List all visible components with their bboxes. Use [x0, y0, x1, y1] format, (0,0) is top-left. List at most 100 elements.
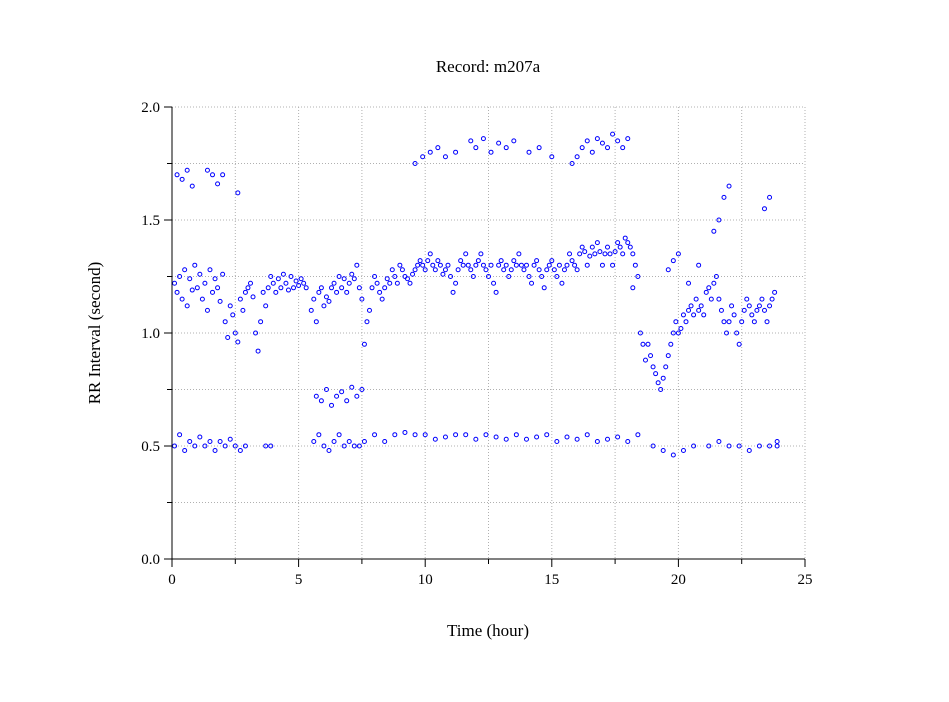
data-point — [366, 307, 372, 313]
data-point — [726, 183, 732, 189]
data-point — [680, 448, 686, 454]
data-point — [465, 262, 471, 268]
data-point — [237, 296, 243, 302]
data-point — [632, 262, 638, 268]
data-point — [291, 285, 297, 291]
data-point — [356, 285, 362, 291]
data-point — [331, 438, 337, 444]
data-point — [605, 244, 611, 250]
data-point — [349, 271, 355, 277]
data-point — [184, 303, 190, 309]
data-point — [354, 393, 360, 399]
data-point — [751, 319, 757, 325]
data-point — [513, 432, 519, 438]
data-point — [734, 330, 740, 336]
data-point — [561, 267, 567, 273]
y-tick-label: 0.0 — [141, 552, 160, 568]
data-point — [311, 296, 317, 302]
data-point — [625, 240, 631, 246]
data-point — [663, 364, 669, 370]
x-tick-label: 0 — [168, 572, 176, 588]
data-point — [670, 330, 676, 336]
data-point — [564, 434, 570, 440]
data-point — [222, 319, 228, 325]
data-point — [468, 138, 474, 144]
data-point — [402, 429, 408, 435]
data-point — [769, 296, 775, 302]
data-point — [336, 432, 342, 438]
data-point — [523, 436, 529, 442]
data-point — [556, 262, 562, 268]
data-point — [202, 443, 208, 449]
data-point — [605, 436, 611, 442]
data-point — [448, 274, 454, 279]
data-point — [480, 262, 486, 268]
data-point — [270, 280, 276, 286]
data-point — [394, 280, 400, 286]
data-point — [549, 154, 555, 160]
data-point — [450, 289, 456, 295]
data-point — [678, 325, 684, 331]
data-point — [675, 330, 681, 336]
data-point — [526, 274, 532, 279]
tick-labels: 0 5 10 15 20 25 0.0 0.5 1.0 1.5 2.0 — [141, 100, 812, 588]
data-point — [615, 240, 621, 246]
data-point — [607, 251, 613, 257]
data-point — [346, 438, 352, 444]
y-tick-label: 1.0 — [141, 326, 160, 342]
data-point — [377, 289, 383, 295]
data-point — [339, 285, 345, 291]
data-point — [215, 181, 221, 187]
data-point — [301, 280, 307, 286]
data-point — [686, 280, 692, 286]
data-point — [435, 258, 441, 264]
data-point — [430, 262, 436, 268]
data-point — [268, 443, 274, 449]
data-point — [746, 448, 752, 454]
data-point — [594, 136, 600, 142]
data-point — [329, 285, 335, 291]
data-point — [594, 240, 600, 246]
data-point — [189, 183, 195, 189]
data-point — [640, 341, 646, 347]
data-point — [539, 274, 545, 279]
data-point — [184, 167, 190, 173]
data-point — [323, 387, 329, 392]
data-point — [630, 285, 636, 291]
data-point — [761, 307, 767, 313]
data-point — [670, 452, 676, 458]
data-point — [511, 258, 517, 264]
data-point — [708, 296, 714, 302]
data-point — [637, 330, 643, 336]
data-point — [235, 339, 241, 345]
data-point — [665, 353, 671, 359]
data-point — [483, 267, 489, 273]
data-point — [587, 253, 593, 259]
data-point — [227, 303, 233, 309]
data-point — [615, 138, 621, 144]
data-point — [736, 443, 742, 449]
data-point — [339, 389, 345, 395]
data-point — [182, 448, 188, 454]
data-point — [397, 262, 403, 268]
data-point — [503, 145, 509, 151]
data-point — [756, 443, 762, 449]
data-point — [706, 285, 712, 291]
data-point — [455, 267, 461, 273]
data-point — [187, 276, 193, 282]
data-point — [346, 280, 352, 286]
data-point — [711, 280, 717, 286]
data-point — [177, 432, 183, 438]
data-point — [496, 262, 502, 268]
x-tick-label: 5 — [295, 572, 303, 588]
data-point — [721, 194, 727, 200]
data-point — [283, 280, 289, 286]
data-point — [498, 258, 504, 264]
data-point — [435, 145, 441, 151]
data-point — [177, 274, 183, 279]
data-point — [334, 289, 340, 295]
data-point — [318, 398, 324, 404]
data-point — [427, 251, 433, 257]
data-point — [594, 438, 600, 444]
